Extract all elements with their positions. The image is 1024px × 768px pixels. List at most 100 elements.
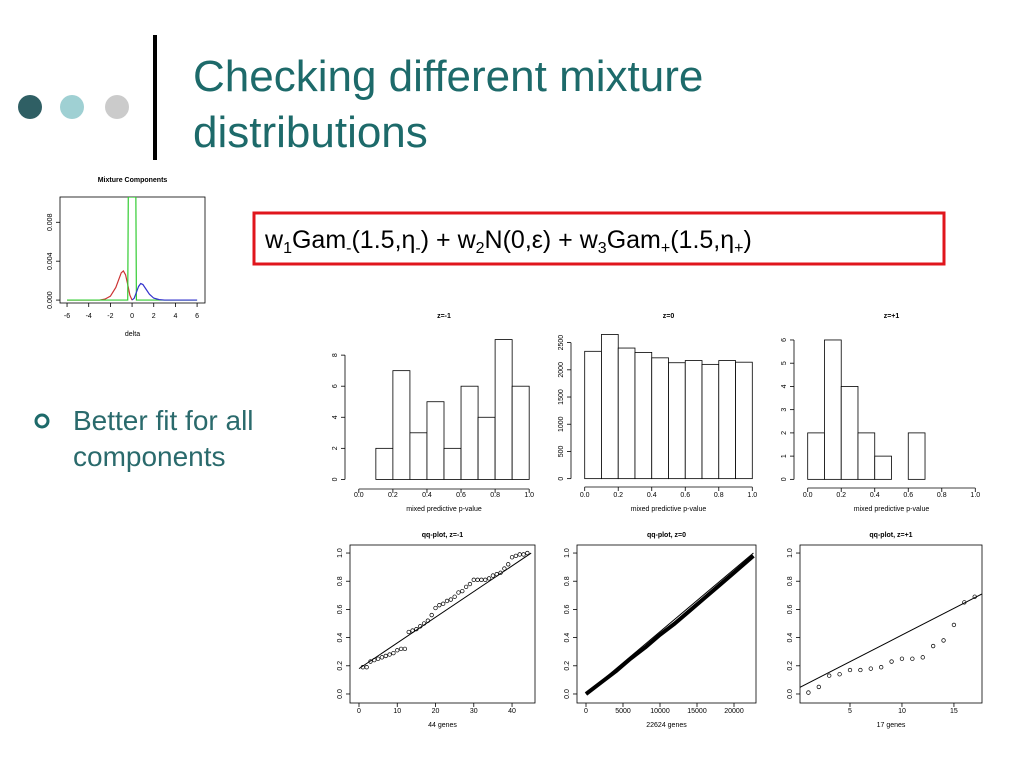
qq-point <box>456 590 461 595</box>
x-axis-label: 22624 genes <box>646 722 687 729</box>
y-tick-label: 0.6 <box>337 604 344 614</box>
y-tick-label: 5 <box>781 361 788 365</box>
qq-point <box>879 665 884 670</box>
hist-bar <box>824 339 842 480</box>
hist-bar <box>375 447 394 480</box>
qq-point <box>448 597 453 602</box>
hist-bar <box>494 339 513 480</box>
hist-bar <box>443 447 462 480</box>
formula-part: ) <box>744 226 752 254</box>
x-tick-label: 10000 <box>650 708 670 715</box>
y-tick-label: 0 <box>332 477 339 481</box>
x-tick-label: 20 <box>432 708 440 715</box>
hist-bar <box>651 357 669 480</box>
y-tick-label: 0.008 <box>47 213 54 231</box>
title-line: Checking different mixture <box>193 52 703 101</box>
x-tick-label: 0.4 <box>422 492 432 499</box>
qq-point <box>437 603 442 608</box>
formula: w1Gam-(1.5,η-) + w2N(0,ε) + w3Gam+(1.5,η… <box>264 226 752 257</box>
qq-point <box>463 584 469 590</box>
x-axis-label: mixed predictive p-value <box>631 506 707 513</box>
qq-point <box>414 626 419 632</box>
chart: z=+1 mixed predictive p-value 0.0 0.2 0.4 0.6… <box>781 313 980 513</box>
decor-dot <box>60 95 84 119</box>
x-tick-label: 0 <box>130 313 134 320</box>
hist-bar <box>460 385 479 480</box>
qq-point <box>486 576 492 581</box>
chart-title: qq-plot, z=0 <box>647 532 686 539</box>
plot-frame <box>799 544 983 704</box>
hist-bar <box>477 416 496 480</box>
y-tick-label: 8 <box>332 353 339 357</box>
y-tick-label: 4 <box>781 384 788 388</box>
y-tick-label: 0 <box>558 477 565 481</box>
x-tick-label: 0.2 <box>836 492 846 499</box>
qq-point <box>847 667 853 673</box>
y-tick-label: 1.0 <box>564 548 571 558</box>
qq-point <box>941 638 946 643</box>
x-tick-label: 0.0 <box>580 492 590 499</box>
hist-bar <box>701 363 720 480</box>
x-tick-label: 0.8 <box>490 492 500 499</box>
qq-point <box>483 577 488 582</box>
x-tick-label: 2 <box>152 313 156 320</box>
chart-title: z=0 <box>663 313 675 320</box>
qq-point <box>441 601 446 606</box>
qq-point <box>402 646 408 652</box>
qq-point <box>525 550 530 556</box>
x-tick-label: 4 <box>173 313 177 320</box>
chart-title: z=-1 <box>437 313 451 320</box>
qq-point <box>868 666 873 671</box>
qq-point <box>490 573 496 578</box>
qq-point <box>364 665 369 670</box>
formula-part: Gam <box>607 226 661 254</box>
y-tick-label: 1.0 <box>787 548 794 558</box>
x-tick-label: 0.2 <box>388 492 398 499</box>
qq-point <box>429 612 434 618</box>
qq-point <box>502 566 507 571</box>
qq-point <box>920 655 925 660</box>
chart: Mixture Components delta -6 -4 -2 0 2 4 6 0.000 0.… <box>47 177 206 338</box>
chart-title: Mixture Components <box>98 177 168 184</box>
y-tick-label: 2500 <box>558 335 565 351</box>
qq-point <box>425 618 431 623</box>
qq-point <box>816 684 821 690</box>
qq-point <box>383 653 388 659</box>
qq-point <box>498 570 503 575</box>
qq-point <box>509 555 515 560</box>
series-line <box>67 269 133 301</box>
chart: qq-plot, z=+1 17 genes 5 10 15 0.0 0.2 0.4 0.6 0.… <box>787 532 983 729</box>
plot-frame <box>349 544 536 704</box>
x-tick-label: 0.8 <box>714 492 724 499</box>
chart-title: qq-plot, z=+1 <box>869 532 912 539</box>
qq-point <box>406 629 411 635</box>
hist-bar <box>409 432 428 480</box>
x-axis-label: delta <box>125 331 140 338</box>
hist-bar <box>634 351 653 480</box>
x-tick-label: 0.2 <box>613 492 623 499</box>
chart-title: qq-plot, z=-1 <box>422 532 464 539</box>
reference-line <box>800 593 982 688</box>
hist-bar <box>907 432 926 480</box>
qq-point <box>375 656 381 661</box>
chart-title: z=+1 <box>884 313 900 320</box>
x-tick-label: 0.0 <box>354 492 364 499</box>
y-tick-label: 0.2 <box>337 661 344 671</box>
y-tick-label: 0.8 <box>564 576 571 586</box>
x-tick-label: 1.0 <box>524 492 534 499</box>
x-tick-label: 1.0 <box>970 492 980 499</box>
x-tick-label: 0.4 <box>870 492 880 499</box>
x-axis-label: 17 genes <box>877 722 906 729</box>
qq-point <box>395 648 400 653</box>
qq-point <box>391 650 396 656</box>
x-tick-label: 0.4 <box>647 492 657 499</box>
qq-point <box>421 621 427 626</box>
x-tick-label: 0.8 <box>937 492 947 499</box>
qq-point <box>930 643 936 649</box>
hist-bar <box>807 432 825 480</box>
qq-point <box>387 652 392 657</box>
x-tick-label: -2 <box>107 313 113 320</box>
formula-part: w <box>264 226 284 254</box>
